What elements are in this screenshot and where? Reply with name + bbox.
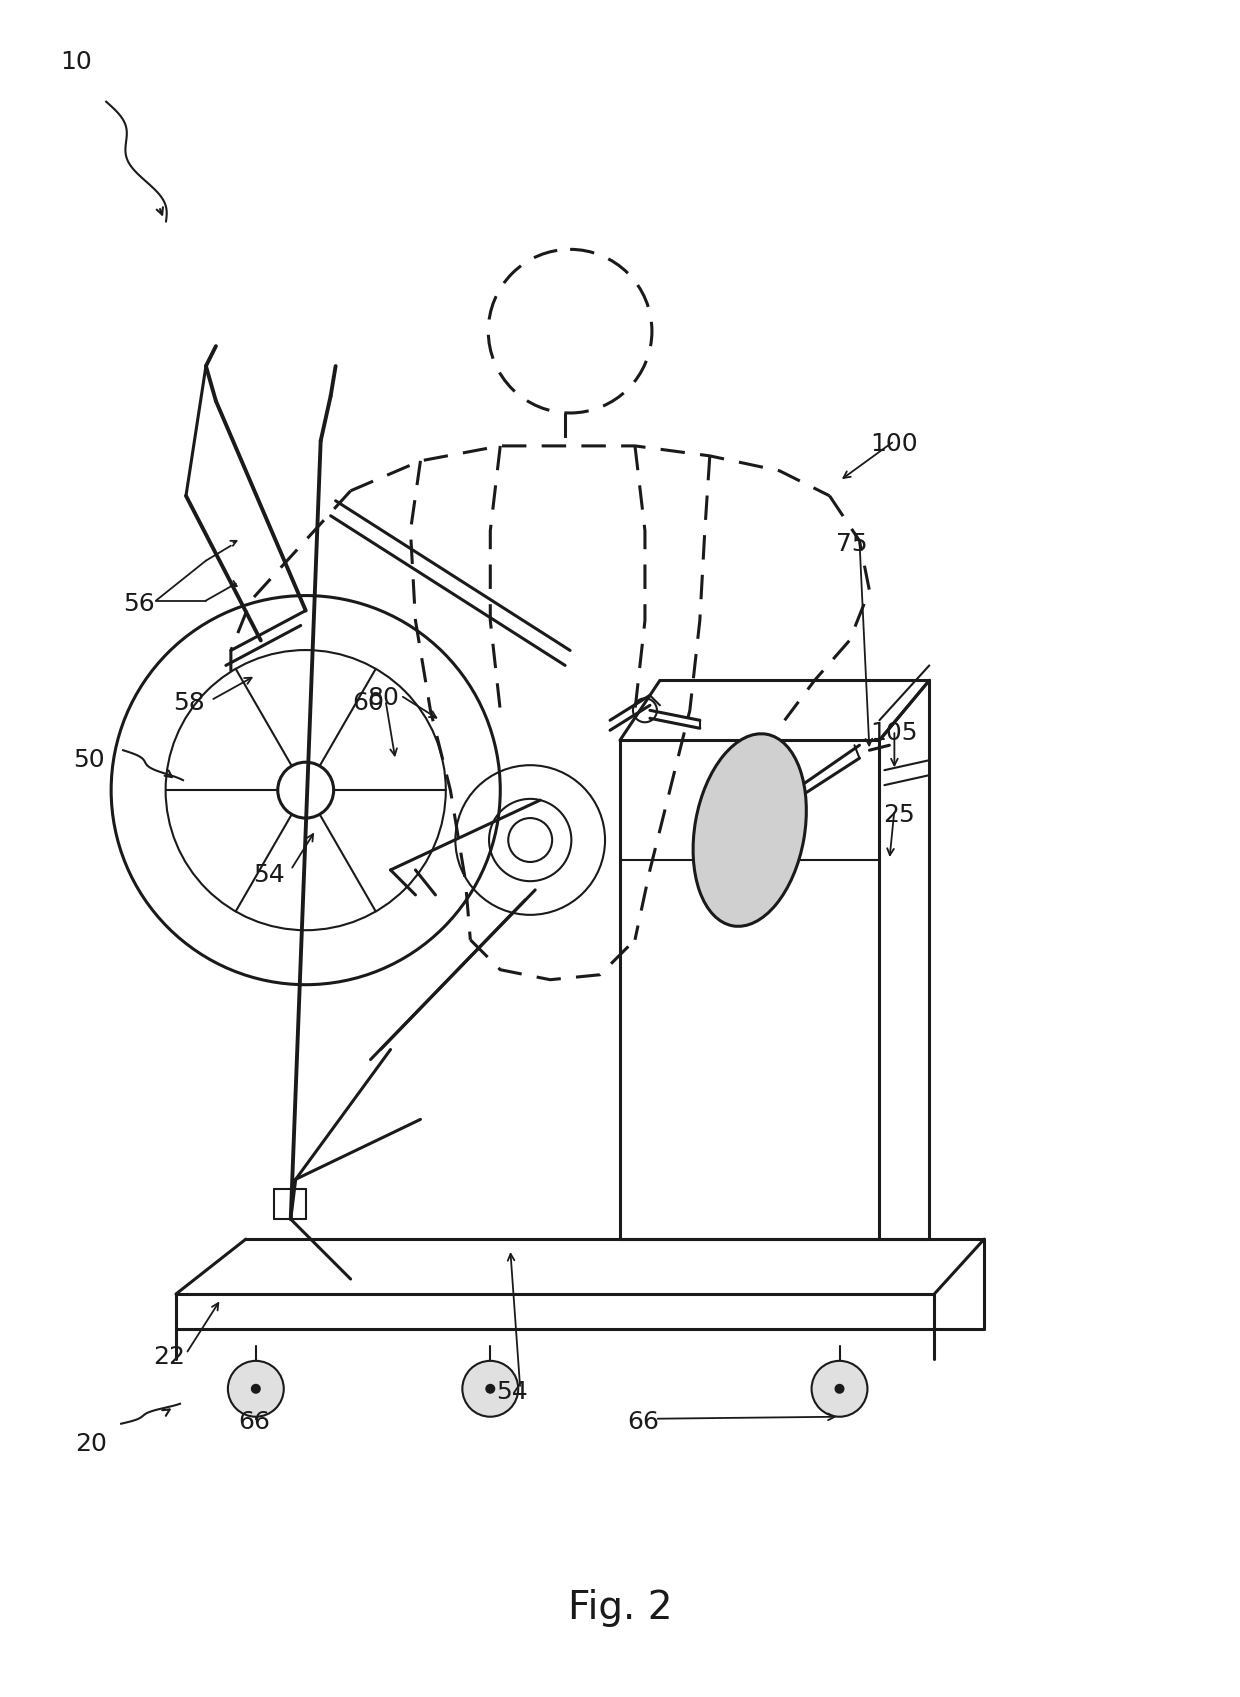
Text: 66: 66 (238, 1410, 270, 1434)
Text: 56: 56 (123, 592, 155, 616)
Text: 22: 22 (153, 1344, 185, 1369)
Text: 50: 50 (73, 748, 105, 772)
Circle shape (463, 1361, 518, 1417)
Text: 60: 60 (352, 691, 384, 716)
Text: 80: 80 (367, 686, 399, 711)
Text: 58: 58 (174, 691, 205, 716)
Ellipse shape (693, 733, 806, 927)
Text: 54: 54 (496, 1380, 528, 1403)
Circle shape (835, 1383, 844, 1393)
Circle shape (228, 1361, 284, 1417)
Text: 25: 25 (883, 803, 915, 826)
Text: 105: 105 (870, 721, 918, 745)
Circle shape (485, 1383, 495, 1393)
Text: 66: 66 (627, 1410, 658, 1434)
Circle shape (811, 1361, 868, 1417)
Circle shape (250, 1383, 260, 1393)
Text: 100: 100 (870, 433, 918, 456)
Text: 10: 10 (61, 49, 92, 73)
Text: Fig. 2: Fig. 2 (568, 1590, 672, 1627)
Text: 20: 20 (76, 1432, 107, 1456)
Text: 54: 54 (253, 864, 285, 888)
Text: 75: 75 (836, 531, 867, 555)
